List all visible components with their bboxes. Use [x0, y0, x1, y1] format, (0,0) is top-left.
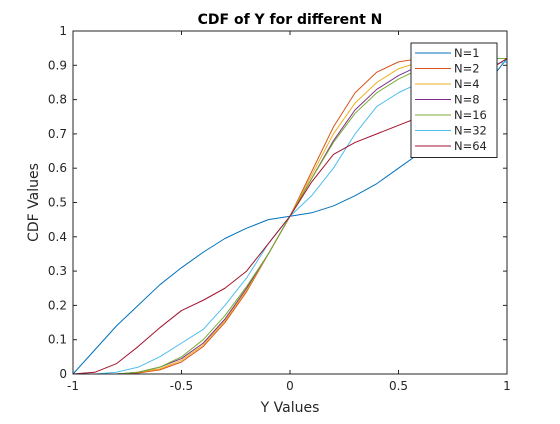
y-axis-label: CDF Values: [26, 163, 42, 242]
y-tick-label: 0.4: [48, 230, 67, 244]
y-tick-label: 0.2: [48, 298, 67, 312]
y-tick-label: 0.6: [48, 161, 67, 175]
legend-label-n-64: N=64: [454, 139, 487, 153]
y-tick-label: 1: [59, 24, 67, 38]
y-tick-label: 0.5: [48, 196, 67, 210]
legend-label-n-8: N=8: [454, 93, 480, 107]
x-tick-label: -1: [67, 379, 79, 393]
legend-label-n-32: N=32: [454, 124, 487, 138]
y-tick-label: 0.3: [48, 264, 67, 278]
legend-label-n-2: N=2: [454, 62, 480, 76]
legend-label-n-1: N=1: [454, 46, 480, 60]
y-tick-label: 0.7: [48, 127, 67, 141]
ticks-layer: -1 -0.5 0 0.5 1 0 0.1 0.2 0.3 0.4 0.5 0.6 0.7 0.8 0.9 1: [48, 24, 511, 393]
legend-label-n-16: N=16: [454, 108, 487, 122]
y-tick-label: 0.8: [48, 93, 67, 107]
x-tick-label: 0.5: [389, 379, 408, 393]
y-tick-label: 0: [59, 367, 67, 381]
chart-title: CDF of Y for different N: [198, 12, 383, 28]
legend: N=1 N=2N=4 N=8N=16 N=32N=64: [410, 42, 498, 158]
legend-label-n-4: N=4: [454, 77, 480, 91]
x-tick-label: 1: [503, 379, 511, 393]
y-tick-label: 0.1: [48, 333, 67, 347]
x-tick-label: 0: [286, 379, 294, 393]
legend-box: [410, 42, 498, 158]
x-axis-label: Y Values: [260, 400, 320, 416]
y-tick-label: 0.9: [48, 58, 67, 72]
x-tick-label: -0.5: [170, 379, 193, 393]
